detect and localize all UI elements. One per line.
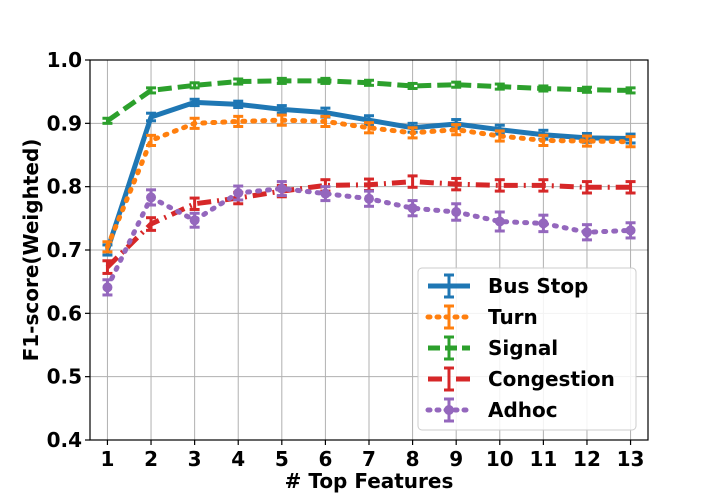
data-point xyxy=(364,193,374,204)
data-point xyxy=(146,192,157,203)
legend-item: Congestion xyxy=(428,366,615,392)
x-axis-label: # Top Features xyxy=(285,469,454,493)
x-tick-label: 1 xyxy=(100,447,114,471)
data-point xyxy=(451,207,462,217)
data-point xyxy=(538,218,549,229)
y-axis-label: F1-score(Weighted) xyxy=(19,139,43,362)
legend-item: Bus Stop xyxy=(428,273,588,299)
data-point xyxy=(276,183,287,194)
x-tick-label: 4 xyxy=(231,447,245,471)
y-tick-label: 1.0 xyxy=(47,48,82,72)
series-turn xyxy=(102,113,636,254)
x-tick-label: 9 xyxy=(449,447,463,471)
legend-item: Adhoc xyxy=(425,397,558,423)
x-tick-label: 13 xyxy=(617,447,645,471)
x-tick-label: 2 xyxy=(144,447,158,471)
data-point xyxy=(581,227,592,238)
legend: Bus Stop Turn Signal Congestion Adhoc xyxy=(417,267,637,431)
x-tick-label: 3 xyxy=(188,447,202,471)
legend-label: Signal xyxy=(488,336,558,360)
x-tick-label: 5 xyxy=(275,447,289,471)
legend-label: Bus Stop xyxy=(488,274,588,298)
x-tick-label: 12 xyxy=(573,447,601,471)
x-tick-label: 7 xyxy=(362,447,376,471)
legend-label: Congestion xyxy=(488,367,615,391)
legend-label: Adhoc xyxy=(488,398,558,422)
x-tick-label: 10 xyxy=(486,447,514,471)
legend-box xyxy=(417,267,637,431)
y-tick-label: 0.4 xyxy=(47,428,82,452)
axis-ticks: 0.40.50.60.70.80.91.01 2 3 4 5 6 7 8 9 10 11 12 13 xyxy=(47,48,645,471)
x-tick-label: 6 xyxy=(318,447,332,471)
data-point xyxy=(320,188,331,199)
data-point xyxy=(233,188,244,198)
series-signal xyxy=(102,76,636,125)
data-point xyxy=(407,203,418,214)
series-adhoc xyxy=(102,180,636,297)
legend-marker xyxy=(444,405,454,415)
x-tick-label: 11 xyxy=(529,447,557,471)
y-tick-label: 0.7 xyxy=(47,238,82,262)
x-tick-label: 8 xyxy=(406,447,420,471)
data-point xyxy=(625,225,636,236)
y-tick-label: 0.9 xyxy=(47,111,82,135)
legend-label: Turn xyxy=(488,305,538,329)
plot-frame xyxy=(89,59,649,441)
y-tick-label: 0.8 xyxy=(47,175,82,199)
data-point xyxy=(102,282,113,293)
legend-item: Signal xyxy=(428,335,558,361)
series-layer xyxy=(102,76,636,297)
y-tick-label: 0.5 xyxy=(47,365,82,389)
data-point xyxy=(494,216,505,227)
data-point xyxy=(189,215,200,226)
y-tick-label: 0.6 xyxy=(47,301,82,325)
legend-item: Turn xyxy=(425,304,538,330)
